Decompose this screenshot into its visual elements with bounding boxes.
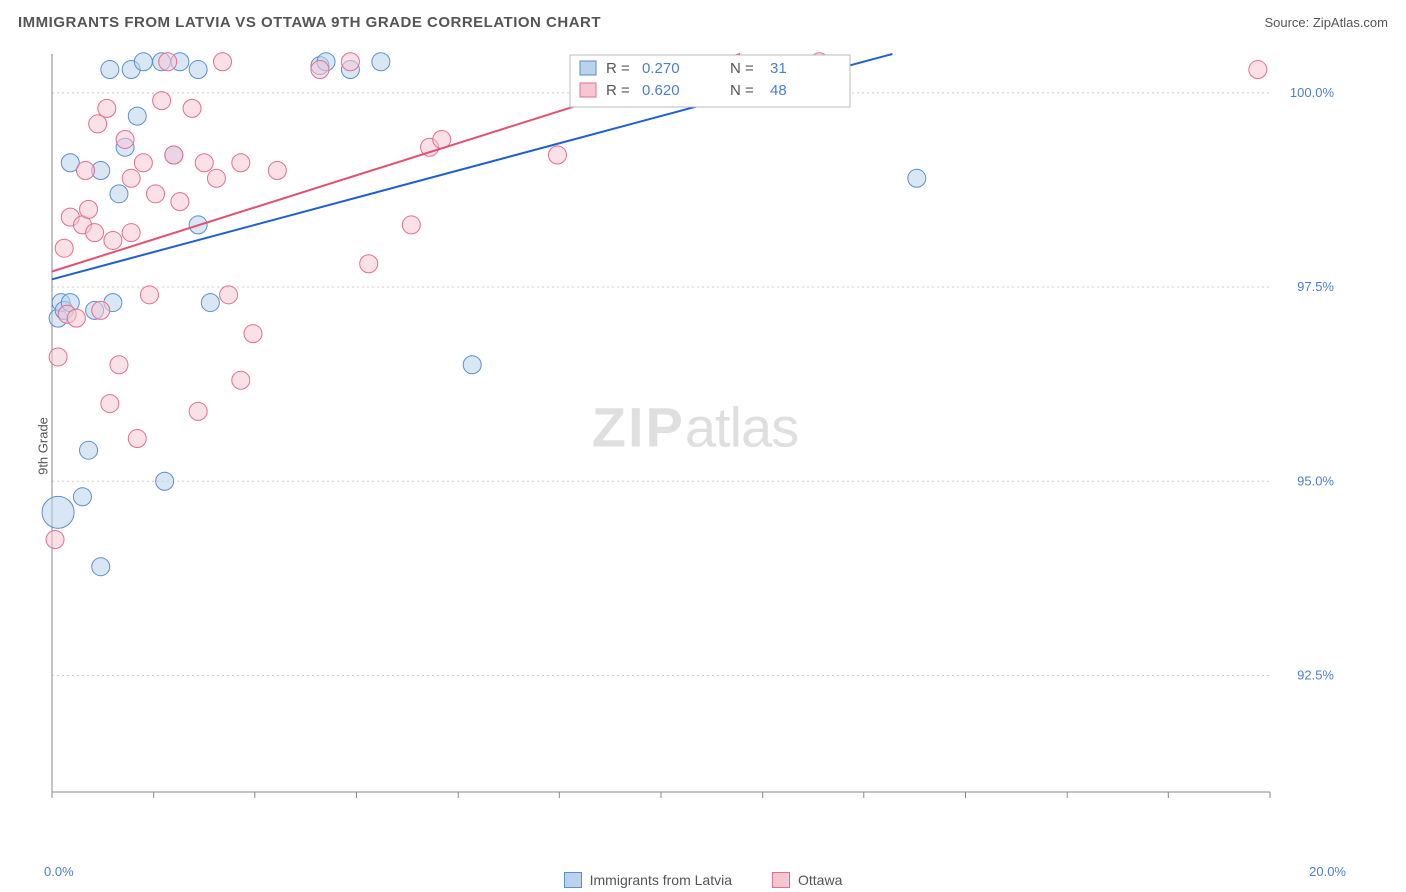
scatter-point-latvia	[73, 488, 91, 506]
corr-swatch-latvia	[580, 61, 596, 75]
legend-swatch-latvia	[564, 872, 582, 888]
source-prefix: Source:	[1264, 15, 1312, 30]
scatter-point-ottawa	[80, 200, 98, 218]
scatter-point-ottawa	[134, 154, 152, 172]
scatter-point-latvia	[101, 61, 119, 79]
scatter-point-ottawa	[104, 231, 122, 249]
legend-label-latvia: Immigrants from Latvia	[590, 872, 732, 888]
corr-swatch-ottawa	[580, 83, 596, 97]
corr-R-value-latvia: 0.270	[642, 60, 680, 77]
scatter-point-ottawa	[244, 325, 262, 343]
legend-label-ottawa: Ottawa	[798, 872, 842, 888]
source-name: ZipAtlas.com	[1313, 15, 1388, 30]
y-tick-label: 97.5%	[1297, 279, 1334, 294]
scatter-point-ottawa	[183, 99, 201, 117]
scatter-point-ottawa	[153, 92, 171, 110]
scatter-point-ottawa	[140, 286, 158, 304]
scatter-point-latvia	[908, 169, 926, 187]
scatter-point-ottawa	[67, 309, 85, 327]
scatter-point-latvia	[92, 558, 110, 576]
scatter-point-ottawa	[55, 239, 73, 257]
scatter-point-ottawa	[86, 224, 104, 242]
scatter-point-ottawa	[122, 224, 140, 242]
scatter-point-latvia	[189, 61, 207, 79]
y-tick-label: 95.0%	[1297, 473, 1334, 488]
y-tick-label: 92.5%	[1297, 667, 1334, 682]
corr-N-value-ottawa: 48	[770, 82, 787, 99]
corr-R-label: R =	[606, 82, 630, 99]
scatter-point-latvia	[156, 472, 174, 490]
corr-N-value-latvia: 31	[770, 60, 787, 77]
scatter-point-ottawa	[341, 53, 359, 71]
scatter-point-ottawa	[147, 185, 165, 203]
scatter-point-ottawa	[189, 402, 207, 420]
scatter-point-ottawa	[220, 286, 238, 304]
scatter-point-ottawa	[128, 430, 146, 448]
legend-item-ottawa: Ottawa	[772, 872, 842, 888]
bottom-legend: Immigrants from Latvia Ottawa	[0, 872, 1406, 888]
scatter-point-latvia	[372, 53, 390, 71]
scatter-point-ottawa	[89, 115, 107, 133]
chart-title: IMMIGRANTS FROM LATVIA VS OTTAWA 9TH GRA…	[18, 14, 601, 31]
scatter-point-ottawa	[165, 146, 183, 164]
chart-header: IMMIGRANTS FROM LATVIA VS OTTAWA 9TH GRA…	[0, 0, 1406, 44]
scatter-point-ottawa	[110, 356, 128, 374]
scatter-point-latvia	[42, 496, 74, 528]
scatter-point-ottawa	[46, 531, 64, 549]
scatter-point-ottawa	[548, 146, 566, 164]
scatter-point-ottawa	[268, 162, 286, 180]
scatter-point-ottawa	[402, 216, 420, 234]
scatter-point-ottawa	[311, 61, 329, 79]
scatter-point-ottawa	[101, 395, 119, 413]
y-axis-title: 9th Grade	[35, 417, 50, 475]
scatter-point-ottawa	[207, 169, 225, 187]
corr-N-label: N =	[730, 60, 754, 77]
scatter-point-ottawa	[159, 53, 177, 71]
scatter-point-ottawa	[232, 154, 250, 172]
scatter-point-ottawa	[214, 53, 232, 71]
legend-item-latvia: Immigrants from Latvia	[564, 872, 732, 888]
scatter-point-latvia	[463, 356, 481, 374]
scatter-point-ottawa	[92, 301, 110, 319]
corr-N-label: N =	[730, 82, 754, 99]
y-tick-label: 100.0%	[1290, 85, 1335, 100]
plot-area: 92.5% 95.0% 97.5% 100.0% R = 0.270 N = 31 R = 0.6…	[50, 50, 1340, 810]
scatter-point-latvia	[128, 107, 146, 125]
scatter-point-latvia	[80, 441, 98, 459]
scatter-point-ottawa	[171, 193, 189, 211]
scatter-point-ottawa	[1249, 61, 1267, 79]
corr-R-value-ottawa: 0.620	[642, 82, 680, 99]
scatter-point-ottawa	[195, 154, 213, 172]
scatter-point-ottawa	[98, 99, 116, 117]
scatter-point-latvia	[110, 185, 128, 203]
plot-svg: 92.5% 95.0% 97.5% 100.0% R = 0.270 N = 31 R = 0.6…	[50, 50, 1340, 810]
scatter-point-latvia	[134, 53, 152, 71]
scatter-point-ottawa	[122, 169, 140, 187]
scatter-point-ottawa	[49, 348, 67, 366]
scatter-point-latvia	[201, 294, 219, 312]
scatter-point-ottawa	[232, 371, 250, 389]
chart-source: Source: ZipAtlas.com	[1264, 15, 1388, 30]
corr-R-label: R =	[606, 60, 630, 77]
legend-swatch-ottawa	[772, 872, 790, 888]
scatter-point-ottawa	[360, 255, 378, 273]
scatter-point-ottawa	[76, 162, 94, 180]
scatter-point-ottawa	[116, 130, 134, 148]
